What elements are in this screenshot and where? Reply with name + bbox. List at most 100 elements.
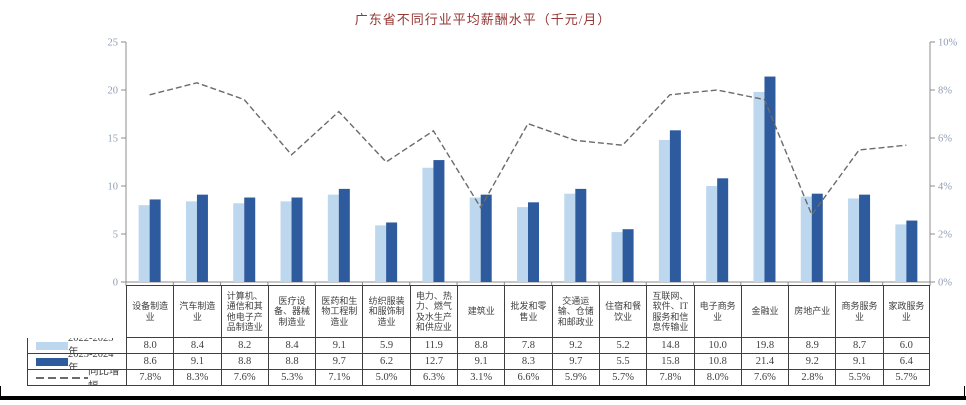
bar-2023-2024年 <box>575 188 587 282</box>
table-value-cell: 7.6% <box>740 370 789 386</box>
table-value-cell: 3.1% <box>457 370 505 386</box>
data-table: 设备制造业 汽车制造业 计算机、通信和其他电子产品制造业 医疗设备、器械制造业 医药和生… <box>27 285 930 386</box>
legend-cell-2022-2023: 2022-2023年 <box>27 338 126 354</box>
chart-title: 广东省不同行业平均薪酬水平（千元/月） <box>354 12 612 27</box>
bar-2023-2024年 <box>386 222 398 282</box>
table-value-cell: 7.8 <box>504 338 552 354</box>
bar-2023-2024年 <box>859 194 871 282</box>
bar-2022-2023年 <box>138 205 150 282</box>
bar-2022-2023年 <box>848 198 860 282</box>
table-value-cell: 6.6% <box>504 370 552 386</box>
table-value-cell: 15.8 <box>646 354 694 370</box>
right-axis-label: 4% <box>938 182 952 193</box>
bar-2023-2024年 <box>811 193 823 282</box>
table-value-cell: 5.7% <box>598 370 647 386</box>
right-axis-label: 2% <box>938 230 952 241</box>
table-value-cell: 7.8% <box>126 370 174 386</box>
table-value-cell: 10.8 <box>693 354 741 370</box>
bar-2023-2024年 <box>906 220 918 282</box>
bar-2022-2023年 <box>895 224 907 282</box>
table-value-cell: 7.6% <box>220 370 268 386</box>
bar-2022-2023年 <box>422 167 434 282</box>
bar-2022-2023年 <box>611 232 623 282</box>
bar-2022-2023年 <box>375 225 387 282</box>
series-swatch <box>36 341 68 350</box>
right-axis-label: 0% <box>938 278 952 289</box>
table-value-cell: 11.9 <box>409 338 458 354</box>
bar-2022-2023年 <box>753 91 765 282</box>
legend-label: 2022-2023年 <box>68 338 114 354</box>
right-axis-label: 8% <box>938 86 952 97</box>
bar-2022-2023年 <box>658 139 670 282</box>
table-value-cell: 9.1 <box>315 338 363 354</box>
table-value-cell: 5.5 <box>598 354 647 370</box>
bar-2022-2023年 <box>517 207 528 282</box>
bar-2023-2024年 <box>433 160 445 282</box>
table-value-cell: 8.4 <box>173 338 221 354</box>
right-axis-label: 10% <box>938 38 958 49</box>
table-category-cell: 汽车制造业 <box>173 285 221 338</box>
bar-2022-2023年 <box>469 197 481 282</box>
table-category-cell: 金融业 <box>740 285 789 338</box>
table-value-cell: 9.2 <box>788 354 836 370</box>
table-value-cell: 2.8% <box>788 370 836 386</box>
table-value-cell: 8.8 <box>220 354 268 370</box>
table-value-cell: 8.3 <box>504 354 552 370</box>
window-left-edge <box>0 386 1 396</box>
legend-cell-2023-2024: 2023-2024年 <box>27 354 126 370</box>
table-category-cell: 电子商务业 <box>693 285 741 338</box>
table-value-cell: 9.1 <box>835 354 883 370</box>
table-category-cell: 家政服务业 <box>882 285 930 338</box>
bar-2023-2024年 <box>338 188 350 282</box>
bar-2023-2024年 <box>480 194 492 282</box>
table-value-cell: 8.8 <box>267 354 316 370</box>
table-category-cell: 房地产业 <box>788 285 836 338</box>
growth-line <box>149 82 907 217</box>
bar-2023-2024年 <box>669 130 681 282</box>
table-value-cell: 8.6 <box>126 354 174 370</box>
left-axis-label: 25 <box>108 38 119 49</box>
bar-2023-2024年 <box>244 197 256 282</box>
table-value-cell: 8.2 <box>220 338 268 354</box>
window-right-edge <box>964 386 965 396</box>
table-value-cell: 8.0 <box>126 338 174 354</box>
combo-chart-plot: 0 5 10 15 20 25 0% 2% 4% 6% 8% 10% <box>108 38 958 289</box>
table-category-cell: 住宿和餐饮业 <box>598 285 647 338</box>
table-value-cell: 12.7 <box>409 354 458 370</box>
bar-2023-2024年 <box>149 199 161 282</box>
table-value-cell: 9.1 <box>457 354 505 370</box>
legend-cell-growth: 同比增幅 <box>27 370 126 386</box>
bar-2022-2023年 <box>327 194 339 282</box>
bar-2022-2023年 <box>564 193 576 282</box>
window-bottom-border <box>0 396 966 400</box>
legend-label: 2023-2024年 <box>68 354 114 370</box>
bar-2023-2024年 <box>196 194 208 282</box>
table-category-cell: 交通运输、仓储和邮政业 <box>551 285 599 338</box>
table-category-cell: 计算机、通信和其他电子产品制造业 <box>220 285 268 338</box>
table-value-cell: 21.4 <box>740 354 789 370</box>
bar-2023-2024年 <box>622 229 634 282</box>
left-axis-label: 20 <box>108 86 119 97</box>
table-value-cell: 9.7 <box>551 354 599 370</box>
table-category-cell: 批发和零售业 <box>504 285 552 338</box>
right-axis-label: 6% <box>938 134 952 145</box>
bar-2023-2024年 <box>764 76 776 282</box>
table-value-cell: 10.0 <box>693 338 741 354</box>
table-corner-cell <box>27 285 126 338</box>
table-category-cell: 商务服务业 <box>835 285 883 338</box>
table-category-cell: 纺织服装和服饰制造业 <box>362 285 410 338</box>
bar-2023-2024年 <box>717 178 729 282</box>
bar-2023-2024年 <box>291 197 303 282</box>
table-value-cell: 6.0 <box>882 338 930 354</box>
table-value-cell: 6.3% <box>409 370 458 386</box>
table-value-cell: 9.1 <box>173 354 221 370</box>
left-axis-label: 10 <box>108 182 119 193</box>
table-category-cell: 建筑业 <box>457 285 505 338</box>
legend-label: 同比增幅 <box>88 370 120 386</box>
table-value-cell: 8.3% <box>173 370 221 386</box>
table-value-cell: 9.2 <box>551 338 599 354</box>
left-axis-label: 0 <box>113 278 118 289</box>
table-value-cell: 5.9 <box>362 338 410 354</box>
table-value-cell: 7.8% <box>646 370 694 386</box>
bar-2022-2023年 <box>800 196 812 282</box>
